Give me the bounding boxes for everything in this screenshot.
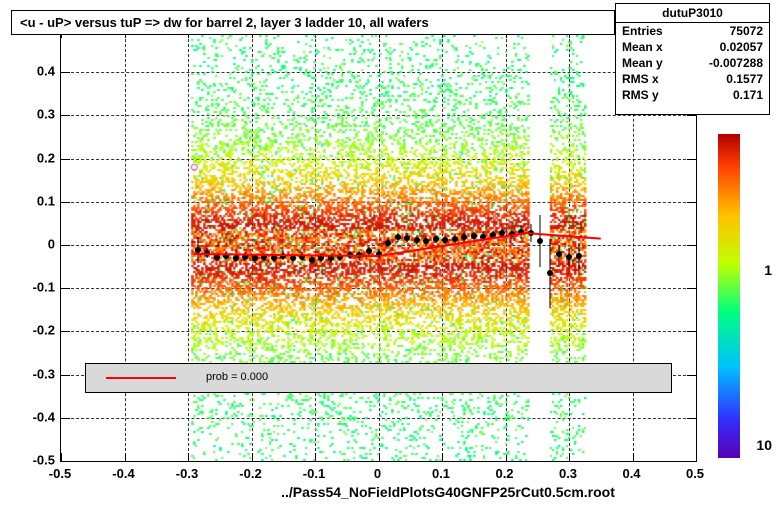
profile-marker [442,237,448,243]
stats-key: Mean y [622,56,663,70]
colorbar-label: 10 [756,437,772,453]
colorbar-label: 1 [764,262,772,278]
fit-legend-text: prob = 0.000 [206,371,268,383]
profile-marker [461,234,467,240]
stats-key: Entries [622,24,663,38]
profile-marker [423,238,429,244]
stats-row: Entries 75072 [616,23,769,39]
profile-marker [366,248,372,254]
stats-val: 0.02057 [720,40,763,54]
profile-marker [414,237,420,243]
fit-legend-line [106,377,176,379]
stats-row: RMS x 0.1577 [616,71,769,87]
profile-marker [433,236,439,242]
stats-val: -0.007288 [709,56,763,70]
x-axis-labels: -0.5-0.4-0.3-0.2-0.100.10.20.30.40.5 [60,466,697,486]
profile-marker [537,238,543,244]
profile-marker [452,236,458,242]
stats-row: RMS y 0.171 [616,87,769,103]
plot-title-box: <u - uP> versus tuP => dw for barrel 2, … [11,10,615,35]
profile-marker [252,255,258,261]
plot-title: <u - uP> versus tuP => dw for barrel 2, … [12,11,614,34]
stats-val: 0.171 [733,88,763,102]
profile-marker [576,253,582,259]
fit-legend: prob = 0.000 [85,363,672,393]
stats-key: RMS y [622,88,659,102]
profile-marker [471,233,477,239]
profile-marker [385,240,391,246]
profile-marker [566,254,572,260]
stats-val: 75072 [730,24,763,38]
stats-val: 0.1577 [726,72,763,86]
stats-row: Mean y -0.007288 [616,55,769,71]
stats-key: RMS x [622,72,659,86]
stats-key: Mean x [622,40,663,54]
profile-marker [404,235,410,241]
profile-marker [556,251,562,257]
heatmap-canvas [61,29,696,461]
profile-marker [290,255,296,261]
stats-box: dutuP3010 Entries75072Mean x0.02057Mean … [615,3,770,115]
footer-path: ../Pass54_NoFieldPlotsG40GNFP25rCut0.5cm… [0,484,776,500]
profile-marker [233,255,239,261]
stats-title: dutuP3010 [616,4,769,23]
colorbar [718,134,740,458]
plot-area [60,28,697,462]
y-axis-labels: -0.5-0.4-0.3-0.2-0.100.10.20.30.40.5 [0,28,55,462]
profile-marker [547,270,553,276]
profile-marker [309,257,315,263]
stats-row: Mean x 0.02057 [616,39,769,55]
profile-marker [395,234,401,240]
